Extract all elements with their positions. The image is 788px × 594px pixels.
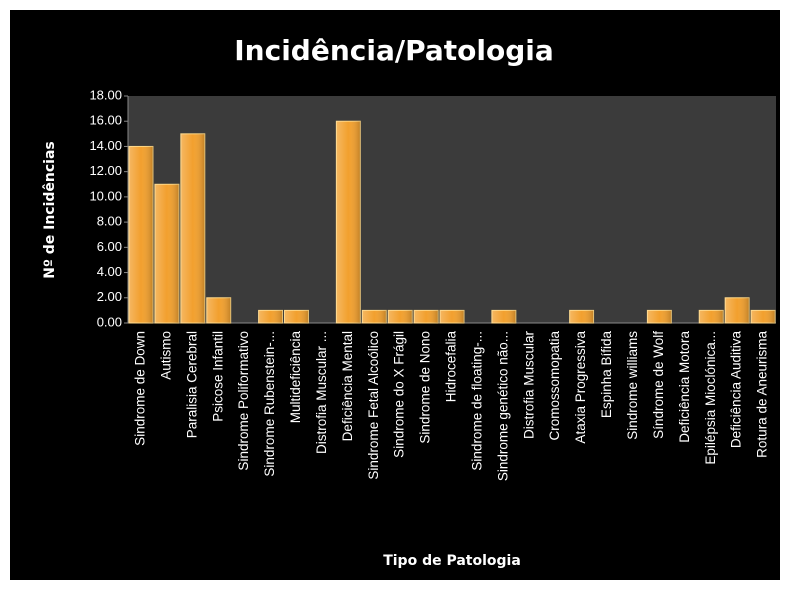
bar (128, 145, 154, 324)
y-tick-label: 12.00 (89, 163, 122, 178)
y-tick-label: 0.00 (97, 314, 122, 329)
bar (724, 297, 750, 324)
y-tick-label: 8.00 (97, 214, 122, 229)
bar (569, 309, 595, 324)
bar (491, 309, 517, 324)
y-tick-label: 10.00 (89, 188, 122, 203)
bar (180, 133, 206, 324)
bar (646, 309, 672, 324)
x-tick-label: Sindrome Poliformativo (236, 331, 251, 471)
bar (154, 183, 180, 324)
y-tick-label: 6.00 (97, 239, 122, 254)
x-tick-label: Sindrome genético não... (495, 331, 510, 481)
bar (698, 309, 724, 324)
x-tick-label: Distrofia Muscular (521, 331, 536, 440)
x-tick-label: Cromossomopatia (547, 331, 562, 441)
y-tick-label: 14.00 (89, 138, 122, 153)
bar (284, 309, 309, 324)
y-tick-label: 2.00 (97, 289, 122, 304)
y-tick-label: 18.00 (89, 87, 122, 102)
bar (335, 120, 361, 324)
bar (206, 297, 232, 324)
x-tick-label: Sindrome williams (625, 331, 640, 440)
bar (413, 309, 439, 324)
x-tick-label: Espinha Bífida (599, 331, 614, 419)
x-tick-label: Síndrome de Wolf (651, 331, 666, 439)
chart-title: Incidência/Patologia (234, 34, 553, 67)
bar (750, 309, 776, 324)
y-tick-label: 16.00 (89, 113, 122, 128)
x-tick-label: Deficiência Auditiva (729, 331, 744, 449)
x-tick-label: Sindrome de floating-... (469, 331, 484, 471)
bar (258, 309, 284, 324)
x-tick-label: Autismo (158, 331, 173, 380)
bar (361, 309, 387, 324)
x-tick-label: Sindrome Rubenstein-... (262, 331, 277, 477)
x-tick-label: Sindrome Fetal Alcoólico (366, 331, 381, 480)
x-tick-label: Rotura de Aneurisma (755, 331, 770, 458)
x-tick-label: Paralisia Cerebral (184, 331, 199, 438)
x-tick-label: Distrofia Muscular ... (314, 331, 329, 454)
y-tick-label: 4.00 (97, 264, 122, 279)
x-tick-label: Deficiência Mental (340, 331, 355, 441)
bar (387, 309, 413, 324)
x-axis-label: Tipo de Patologia (383, 553, 521, 569)
bar (439, 309, 465, 324)
x-tick-label: Ataxia Progressiva (573, 331, 588, 444)
x-tick-label: Sindrome do X Frágil (392, 331, 407, 458)
x-tick-label: Sindrome de Down (133, 331, 148, 446)
x-tick-label: Psicose Infantil (210, 331, 225, 422)
x-tick-label: Hidrocefalia (444, 331, 459, 403)
x-tick-label: Multideficiência (288, 331, 303, 424)
x-tick-label: Epilépsia Mioclónica... (703, 331, 718, 465)
x-tick-label: Deficiência Motora (677, 331, 692, 443)
plot-area (128, 96, 776, 323)
x-tick-label: Sindrome de Nono (418, 331, 433, 444)
y-axis-label: Nº de Incidências (42, 141, 58, 279)
